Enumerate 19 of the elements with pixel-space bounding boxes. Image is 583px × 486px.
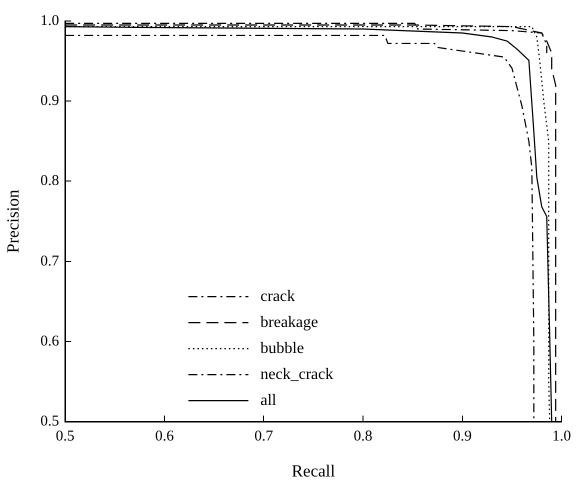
legend-label: neck_crack <box>260 366 334 383</box>
y-tick-label: 1.0 <box>40 12 60 29</box>
y-tick-label: 0.9 <box>40 93 60 110</box>
legend-label: breakage <box>260 314 318 331</box>
x-tick-label: 1.0 <box>552 428 571 445</box>
x-tick-label: 0.6 <box>155 428 174 445</box>
legend-label: crack <box>260 288 296 305</box>
x-tick-label: 0.8 <box>354 428 372 445</box>
x-tick-label: 0.5 <box>56 428 75 445</box>
y-tick-label: 0.5 <box>40 414 60 430</box>
y-tick-label: 0.7 <box>40 253 60 270</box>
y-tick-label: 0.6 <box>40 333 60 350</box>
y-tick-label: 0.8 <box>40 173 60 190</box>
legend-label: all <box>260 392 277 409</box>
x-tick-label: 0.9 <box>452 428 472 445</box>
x-tick-label: 0.7 <box>254 428 274 445</box>
y-axis-title: Precision <box>4 189 23 253</box>
legend-label: bubble <box>260 340 304 357</box>
x-axis-title: Recall <box>292 461 336 480</box>
